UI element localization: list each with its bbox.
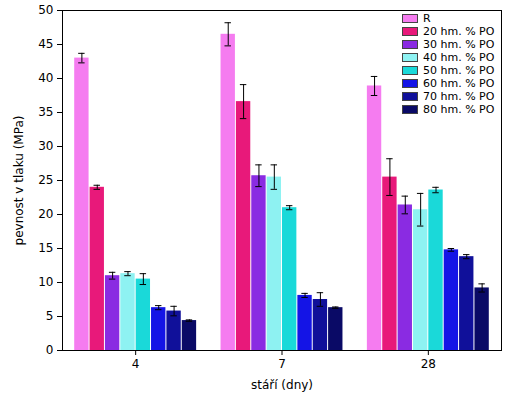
html-text:80 hm. % PO: 80 hm. % PO xyxy=(423,103,495,116)
svg-text:45: 45 xyxy=(38,37,53,51)
svg-text:10: 10 xyxy=(38,275,53,289)
svg-text:50: 50 xyxy=(38,3,53,17)
svg-text:30: 30 xyxy=(38,139,53,153)
svg-text:20: 20 xyxy=(38,207,53,221)
html-text:20 hm. % PO: 20 hm. % PO xyxy=(423,25,495,38)
html-text:30 hm. % PO: 30 hm. % PO xyxy=(423,38,495,51)
html-text:50 hm. % PO: 50 hm. % PO xyxy=(423,64,495,77)
svg-text:40: 40 xyxy=(38,71,53,85)
html-text:60 hm. % PO: 60 hm. % PO xyxy=(423,77,495,90)
html-text:R: R xyxy=(423,12,431,25)
svg-text:25: 25 xyxy=(38,173,53,187)
svg-text:15: 15 xyxy=(38,241,53,255)
svg-text:0: 0 xyxy=(46,343,54,357)
svg-text:pevnost v tlaku (MPa): pevnost v tlaku (MPa) xyxy=(12,116,26,246)
html-text:40 hm. % PO: 40 hm. % PO xyxy=(423,51,495,64)
html-text:70 hm. % PO: 70 hm. % PO xyxy=(423,90,495,103)
svg-text:5: 5 xyxy=(46,309,54,323)
svg-text:35: 35 xyxy=(38,105,53,119)
svg-text:stáří (dny): stáří (dny) xyxy=(251,378,313,392)
svg-text:7: 7 xyxy=(278,357,286,371)
svg-text:28: 28 xyxy=(421,357,436,371)
svg-text:4: 4 xyxy=(132,357,140,371)
